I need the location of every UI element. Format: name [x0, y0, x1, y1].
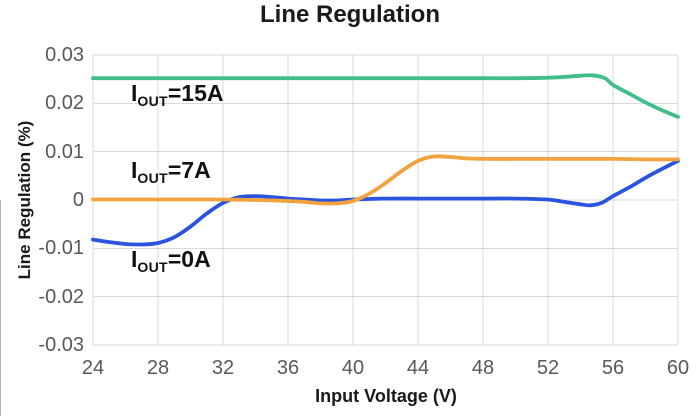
x-tick-label: 36 [276, 357, 300, 379]
series-curve-iout-15a [91, 73, 680, 119]
series-label-text: =15A [167, 80, 224, 106]
y-tick-label: 0.01 [45, 140, 84, 163]
y-tick-label: -0.02 [38, 285, 84, 308]
series-label-iout-7a: IOUT=7A [131, 156, 211, 186]
x-tick-label: 40 [341, 357, 365, 379]
y-tick-label: 0 [72, 189, 84, 211]
series-label-text: I [131, 157, 138, 183]
x-tick-label: 48 [471, 357, 495, 379]
y-tick-label: 0.03 [45, 44, 84, 66]
series-label-text: I [131, 246, 138, 272]
chart-title: Line Regulation [260, 1, 440, 28]
series-label-iout-0a: IOUT=0A [131, 245, 211, 275]
series-label-subscript: OUT [137, 93, 168, 109]
series-label-text: =7A [167, 157, 211, 183]
series-label-text: =0A [167, 246, 211, 272]
screenshot-edge-artifact [0, 200, 1, 416]
y-tick-label: -0.01 [38, 237, 84, 260]
x-axis-title: Input Voltage (V) [315, 386, 457, 406]
x-tick-label: 52 [536, 357, 560, 379]
series-label-subscript: OUT [137, 170, 168, 186]
x-tick-label: 44 [406, 357, 430, 379]
x-tick-label: 56 [601, 357, 625, 379]
x-tick-label: 24 [81, 357, 105, 379]
series-label-text: I [131, 80, 138, 106]
series-label-iout-15a: IOUT=15A [131, 79, 224, 109]
x-tick-label: 32 [211, 357, 235, 379]
series-label-subscript: OUT [137, 259, 168, 275]
y-tick-label: -0.03 [38, 334, 84, 356]
x-tick-label: 60 [666, 357, 690, 379]
series-curve-iout-7a [91, 154, 680, 206]
y-tick-label: 0.02 [45, 92, 84, 115]
x-tick-label: 28 [146, 357, 170, 379]
